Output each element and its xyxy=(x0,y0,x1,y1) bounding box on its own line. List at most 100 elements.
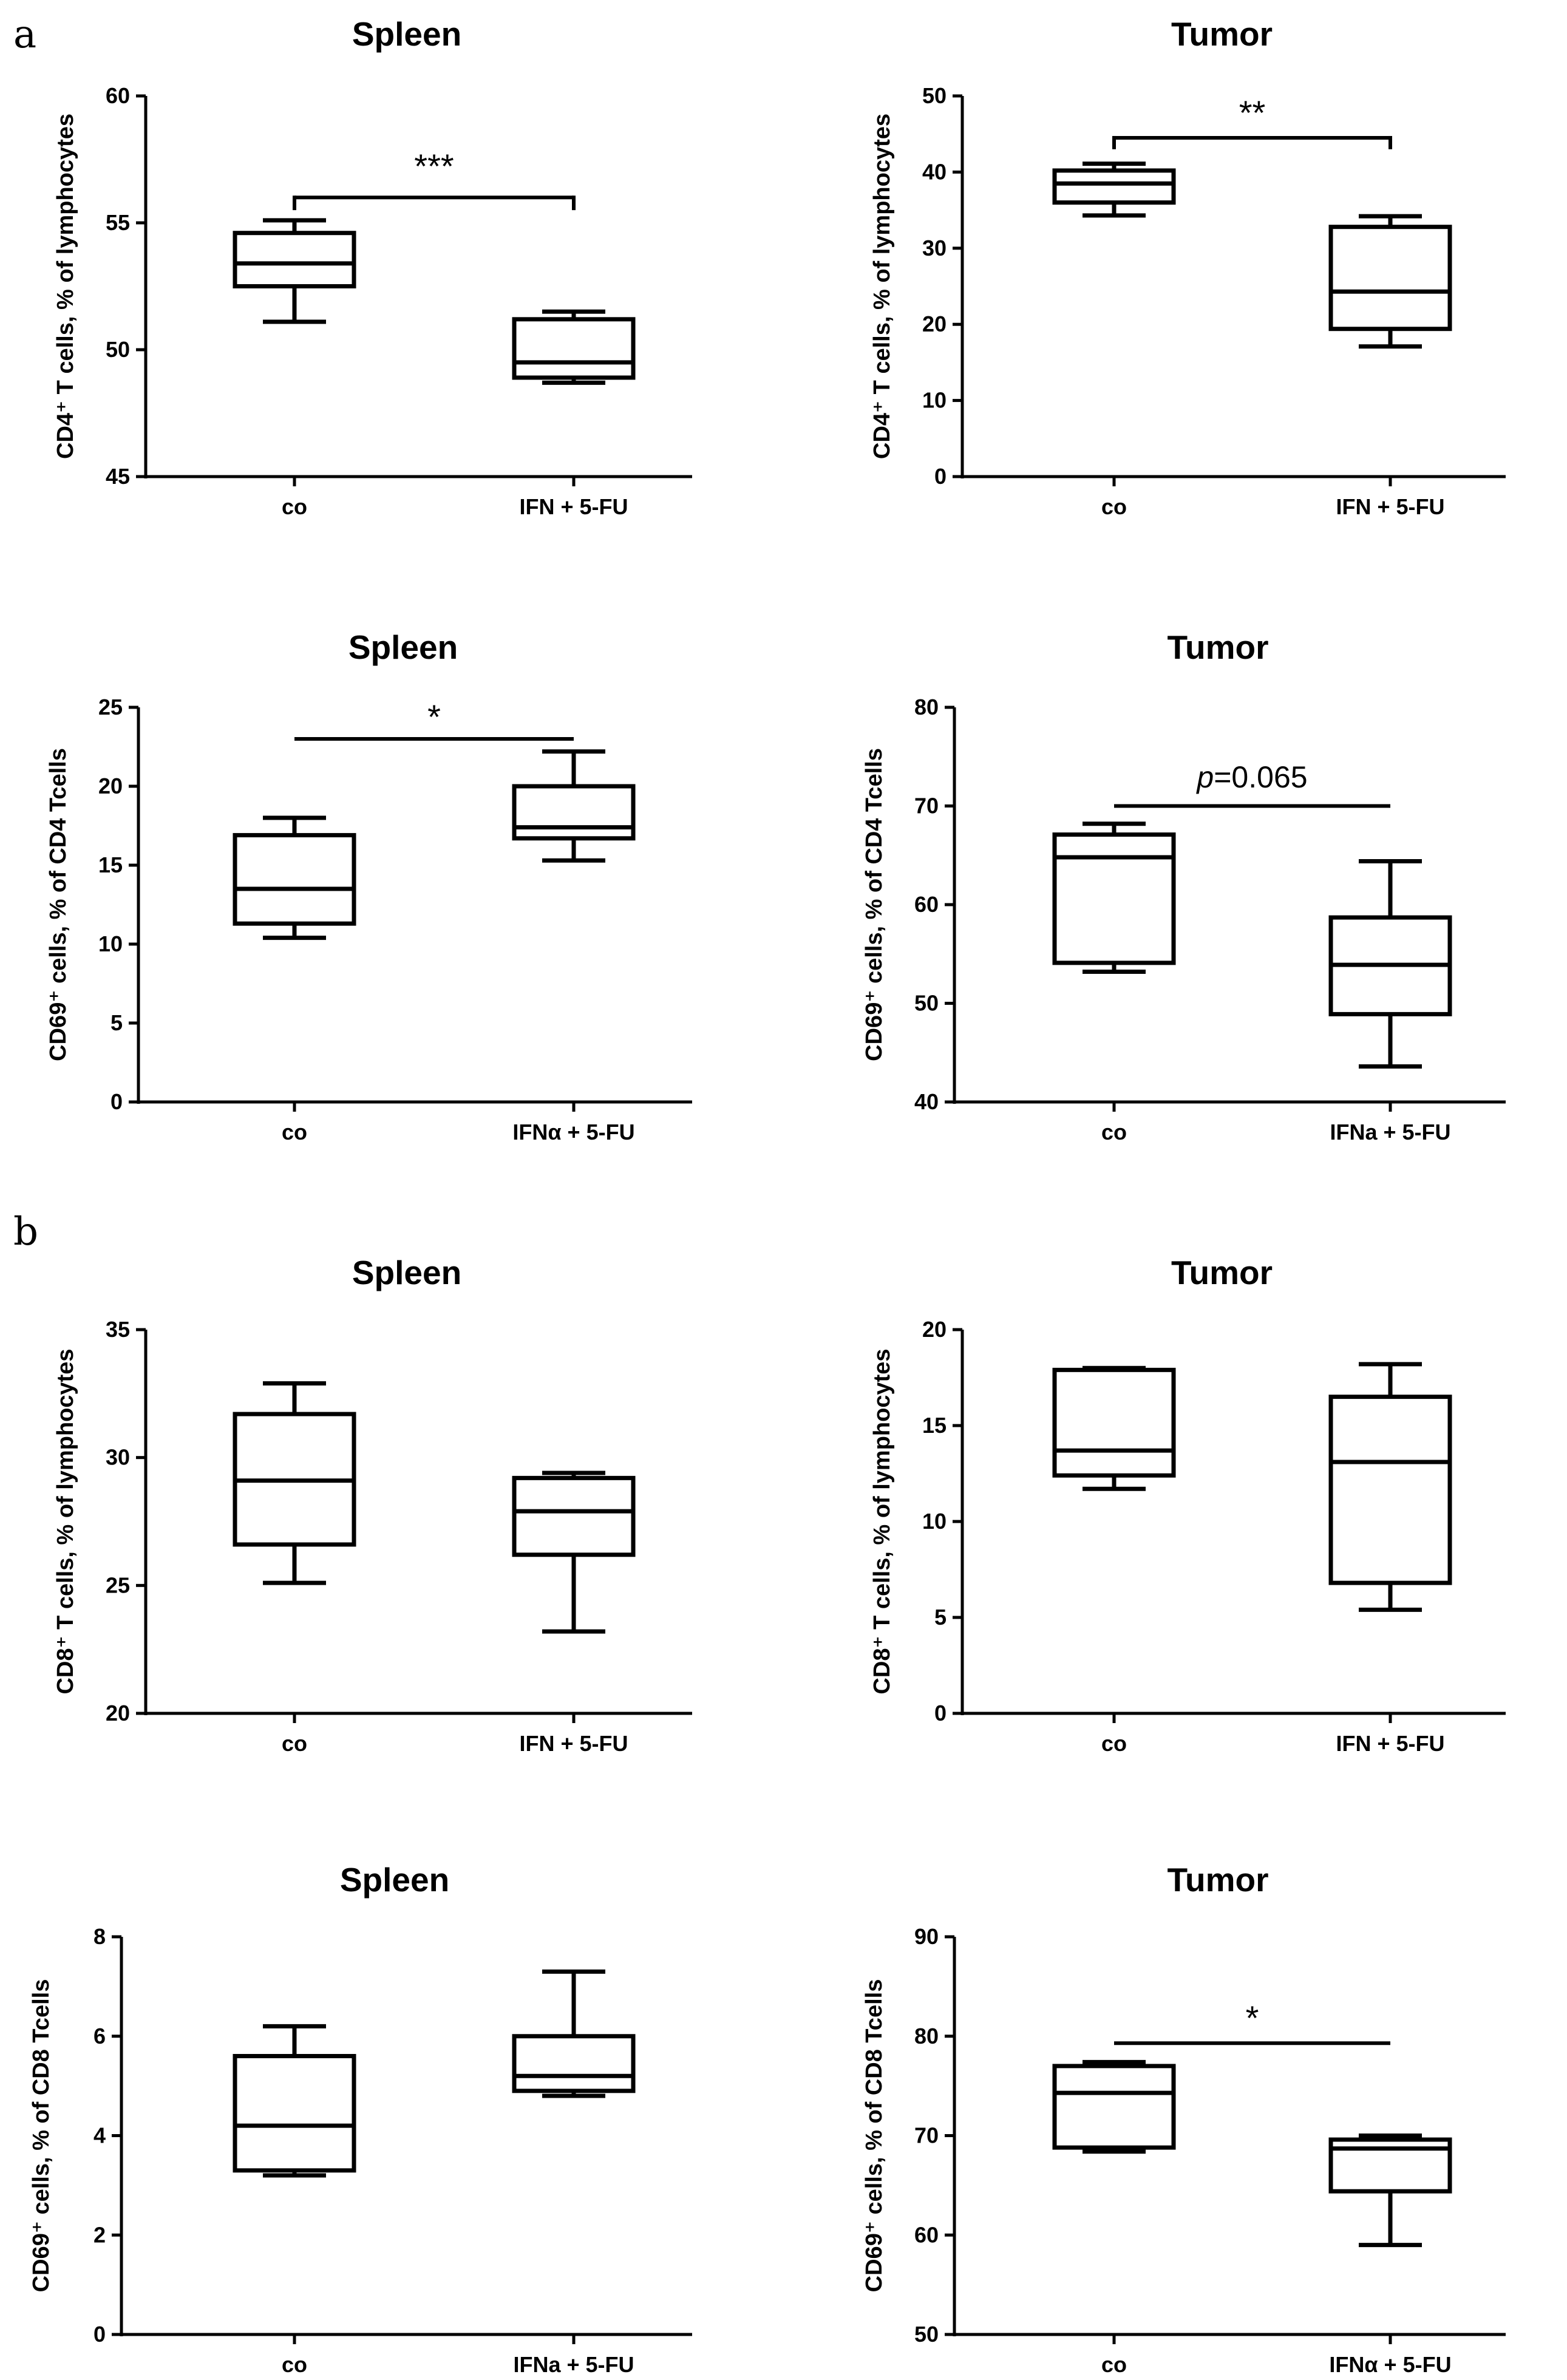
iqr-box xyxy=(512,317,636,380)
x-category-label: IFNa + 5-FU xyxy=(513,2352,634,2377)
panel-label-a: a xyxy=(13,12,36,57)
box-2 xyxy=(512,1470,636,1634)
x-category-label: co xyxy=(1101,1120,1127,1144)
x-category-label: co xyxy=(282,2352,307,2377)
x-category-label: IFN + 5-FU xyxy=(1336,494,1444,519)
y-tick-label: 0 xyxy=(934,1701,947,1725)
box-2 xyxy=(512,309,636,385)
box-1 xyxy=(233,1381,356,1585)
y-tick-label: 40 xyxy=(922,159,947,184)
x-category-label: co xyxy=(1101,2352,1127,2377)
significance-marker: * xyxy=(294,698,574,741)
chart-title: Spleen xyxy=(348,628,458,666)
y-tick-label: 5 xyxy=(934,1605,947,1630)
significance-marker: *** xyxy=(293,147,576,211)
y-tick-label: 55 xyxy=(106,210,130,235)
significance-marker: ** xyxy=(1112,93,1392,149)
box-1 xyxy=(233,218,356,324)
x-category-label: co xyxy=(282,494,307,519)
x-category-label: IFN + 5-FU xyxy=(519,494,628,519)
y-axis-label: CD69⁺ cells, % of CD4 Tcells xyxy=(862,748,887,1061)
chart-title: Spleen xyxy=(352,15,461,53)
panel-label-b: b xyxy=(13,1209,38,1254)
y-tick-label: 25 xyxy=(106,1572,130,1597)
y-axis-label: CD4⁺ T cells, % of lymphocytes xyxy=(53,114,78,459)
box-2 xyxy=(1328,2134,1452,2248)
box-2 xyxy=(1328,1362,1452,1612)
p-symbol: p xyxy=(1195,760,1214,794)
y-tick-label: 0 xyxy=(110,1089,123,1114)
significance-label: ** xyxy=(1239,93,1266,132)
chart-2: Tumor 0 10 20 30 40 50 co IFN + 5-FU CD4⁺ T cells… xyxy=(869,15,1506,519)
y-tick-label: 60 xyxy=(106,83,130,108)
x-category-label: IFNα + 5-FU xyxy=(1329,2352,1451,2377)
box-2 xyxy=(512,749,636,863)
y-axis-label: CD69⁺ cells, % of CD4 Tcells xyxy=(46,748,71,1061)
iqr-box xyxy=(233,231,356,288)
y-tick-label: 60 xyxy=(914,892,939,917)
y-tick-label: 8 xyxy=(93,1924,106,1949)
x-category-label: IFN + 5-FU xyxy=(519,1731,628,1756)
box-1 xyxy=(1052,2059,1176,2154)
chart-8: Tumor 50 60 70 80 90 co IFNα + 5-FU CD69⁺ cells,… xyxy=(862,1861,1506,2377)
y-tick-label: 6 xyxy=(93,2024,106,2048)
y-tick-label: 0 xyxy=(934,464,947,489)
box-1 xyxy=(233,2024,356,2178)
iqr-box xyxy=(233,2054,356,2173)
chart-1: Spleen 45 50 55 60 co IFN + 5-FU CD4⁺ T cells, … xyxy=(53,15,692,519)
y-tick-label: 60 xyxy=(914,2222,939,2247)
chart-6: Tumor 0 5 10 15 20 co IFN + 5-FU CD8⁺ T cells, %… xyxy=(869,1254,1506,1756)
y-tick-label: 15 xyxy=(922,1413,947,1438)
y-tick-label: 70 xyxy=(914,794,939,818)
box-1 xyxy=(1052,1365,1176,1491)
x-category-label: co xyxy=(1101,1731,1127,1756)
y-tick-label: 20 xyxy=(922,1317,947,1342)
y-tick-label: 10 xyxy=(98,931,123,956)
y-tick-label: 20 xyxy=(98,773,123,798)
y-tick-label: 0 xyxy=(93,2322,106,2347)
y-tick-label: 70 xyxy=(914,2123,939,2148)
significance-marker: * xyxy=(1114,1999,1390,2045)
y-tick-label: 45 xyxy=(106,464,130,489)
chart-title: Tumor xyxy=(1167,628,1268,666)
y-axis-label: CD69⁺ cells, % of CD8 Tcells xyxy=(862,1979,887,2293)
chart-title: Tumor xyxy=(1171,1254,1273,1291)
iqr-box xyxy=(1328,225,1452,332)
y-tick-label: 25 xyxy=(98,695,123,719)
y-tick-label: 10 xyxy=(922,388,947,413)
significance-label: p=0.065 xyxy=(1195,760,1307,794)
chart-5: Spleen 20 25 30 35 co IFN + 5-FU CD8⁺ T cells, … xyxy=(53,1254,692,1756)
y-tick-label: 90 xyxy=(914,1924,939,1949)
x-category-label: co xyxy=(282,1731,307,1756)
y-tick-label: 40 xyxy=(914,1089,939,1114)
significance-label: *** xyxy=(414,147,454,185)
x-category-label: IFNα + 5-FU xyxy=(512,1120,634,1144)
chart-title: Tumor xyxy=(1167,1861,1268,1899)
iqr-box xyxy=(1328,1395,1452,1585)
y-tick-label: 30 xyxy=(106,1445,130,1470)
chart-4: Tumor 40 50 60 70 80 co IFNa + 5-FU CD69⁺ cells,… xyxy=(862,628,1506,1144)
y-tick-label: 80 xyxy=(914,2024,939,2048)
iqr-box xyxy=(512,1475,636,1557)
x-category-label: co xyxy=(1101,494,1127,519)
y-tick-label: 2 xyxy=(93,2222,106,2247)
x-category-label: IFN + 5-FU xyxy=(1336,1731,1444,1756)
y-tick-label: 50 xyxy=(914,991,939,1016)
y-tick-label: 50 xyxy=(106,337,130,362)
y-tick-label: 5 xyxy=(110,1010,123,1035)
y-axis-label: CD4⁺ T cells, % of lymphocytes xyxy=(869,114,895,459)
y-tick-label: 20 xyxy=(106,1701,130,1725)
iqr-box xyxy=(512,784,636,841)
chart-title: Spleen xyxy=(352,1254,461,1291)
significance-label: * xyxy=(1246,1999,1259,2037)
p-value: =0.065 xyxy=(1214,760,1307,794)
box-2 xyxy=(512,1969,636,2098)
y-tick-label: 10 xyxy=(922,1509,947,1534)
box-1 xyxy=(1052,821,1176,974)
chart-title: Tumor xyxy=(1171,15,1273,53)
box-2 xyxy=(1328,859,1452,1069)
significance-marker: p=0.065 xyxy=(1114,760,1390,808)
iqr-box xyxy=(1052,1367,1176,1478)
